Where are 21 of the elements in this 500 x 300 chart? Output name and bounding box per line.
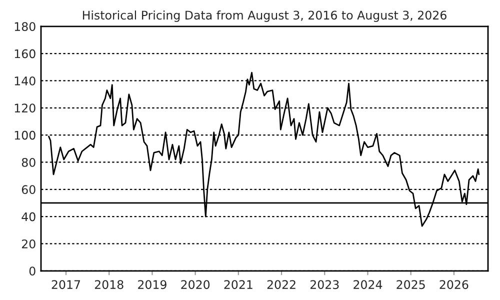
y-tick-label: 180 — [14, 22, 36, 32]
y-tick-label: 80 — [22, 158, 36, 167]
x-tick-label: 2025 — [396, 280, 425, 290]
y-tick-label: 160 — [14, 49, 36, 58]
x-tick-label: 2019 — [138, 280, 166, 290]
x-tick-label: 2024 — [354, 280, 382, 290]
x-tick-label: 2026 — [440, 280, 468, 290]
y-tick-label: 140 — [14, 76, 36, 86]
x-tick-label: 2017 — [52, 280, 80, 290]
y-tick-label: 0 — [29, 266, 36, 276]
y-tick-label: 120 — [14, 104, 36, 113]
y-tick-label: 100 — [14, 130, 36, 140]
x-tick-label: 2022 — [267, 280, 296, 290]
y-tick-label: 40 — [22, 212, 36, 222]
x-tick-label: 2018 — [94, 280, 124, 290]
chart-title: Historical Pricing Data from August 3, 2016 to August 3, 2026 — [82, 10, 446, 22]
x-tick-label: 2021 — [224, 280, 252, 290]
y-tick-label: 60 — [22, 185, 36, 194]
x-tick-label: 2020 — [181, 280, 210, 290]
x-tick-label: 2023 — [310, 280, 339, 290]
y-tick-label: 20 — [22, 239, 36, 248]
